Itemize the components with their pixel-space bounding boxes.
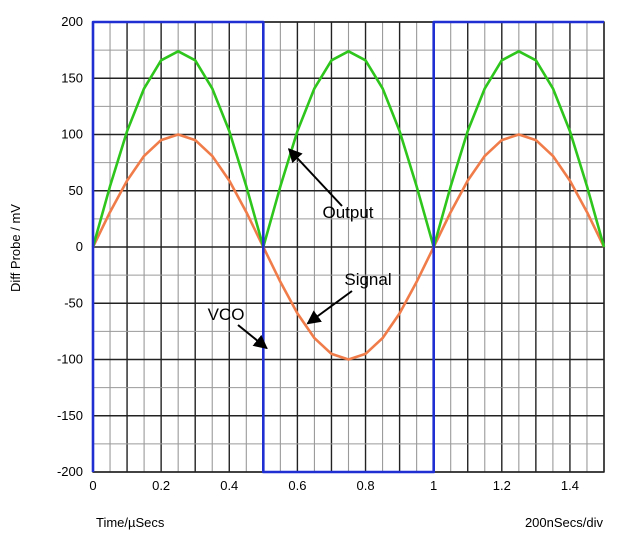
y-tick-label: 100 <box>61 127 83 142</box>
y-tick-label: 0 <box>76 239 83 254</box>
x-tick-label: 1.4 <box>561 478 579 493</box>
x-axis-title: Time/µSecs <box>96 515 165 530</box>
y-tick-label: 150 <box>61 70 83 85</box>
x-tick-label: 1.2 <box>493 478 511 493</box>
signal-annotation-arrow <box>306 290 353 325</box>
annotations: Output Signal VCO <box>208 148 392 350</box>
x-tick-label: 1 <box>430 478 437 493</box>
signal-annotation: Signal <box>344 270 391 289</box>
x-tick-label: 0.4 <box>220 478 238 493</box>
y-tick-label: 200 <box>61 14 83 29</box>
y-tick-label: -50 <box>64 295 83 310</box>
y-tick-label: -100 <box>57 352 83 367</box>
time-scale-note: 200nSecs/div <box>524 515 603 530</box>
series-group <box>91 20 606 474</box>
y-tick-label: -200 <box>57 464 83 479</box>
x-tick-label: 0.6 <box>288 478 306 493</box>
vco-annotation: VCO <box>208 305 245 324</box>
plot-grid <box>92 21 605 473</box>
x-tick-label: 0.2 <box>152 478 170 493</box>
vco-series-line <box>91 20 604 474</box>
output-series-line <box>91 49 606 249</box>
output-annotation: Output <box>322 203 373 222</box>
signal-series-line <box>91 133 606 361</box>
tick-labels: 200 150 100 50 0 -50 -100 -150 -200 0 0.2 0.4 0.6 0.8… <box>57 14 579 493</box>
y-tick-label: -150 <box>57 408 83 423</box>
y-tick-label: 50 <box>69 183 83 198</box>
x-tick-label: 0.8 <box>356 478 374 493</box>
vco-annotation-arrow <box>237 324 268 350</box>
y-axis-title: Diff Probe / mV <box>8 204 23 292</box>
output-annotation-arrow <box>287 148 343 207</box>
x-tick-label: 0 <box>89 478 96 493</box>
